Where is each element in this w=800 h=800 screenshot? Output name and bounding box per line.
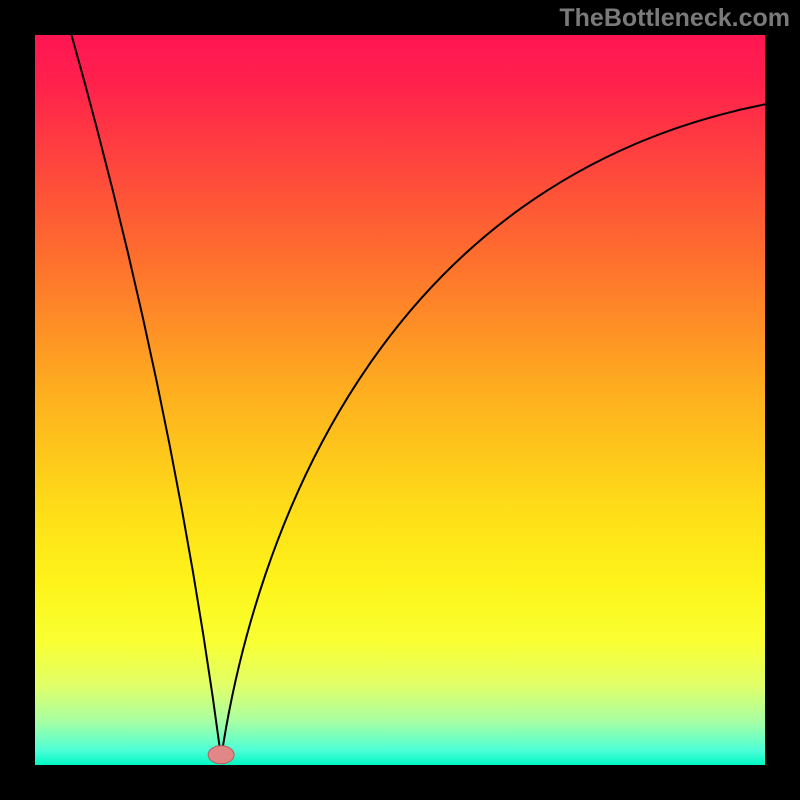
curve-layer bbox=[35, 35, 765, 765]
bottleneck-marker bbox=[208, 746, 234, 764]
plot-area bbox=[35, 35, 765, 765]
bottleneck-curve bbox=[72, 35, 766, 758]
watermark-text: TheBottleneck.com bbox=[559, 4, 790, 33]
